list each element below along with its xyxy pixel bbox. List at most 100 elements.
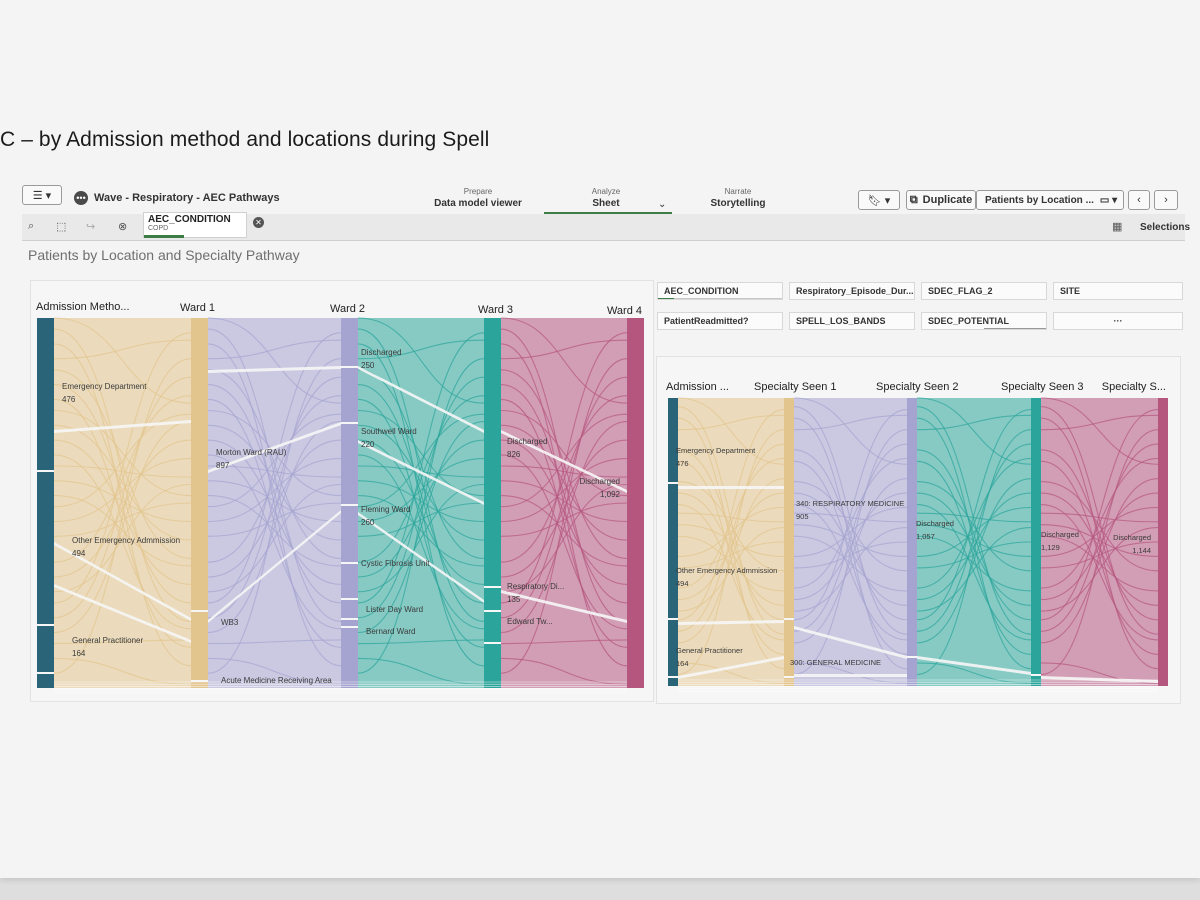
selection-chip[interactable]: AEC_CONDITION COPD ✕ <box>143 212 264 238</box>
flow-link <box>500 480 628 523</box>
flow-link <box>53 339 192 360</box>
node-label: General Practitioner <box>72 636 143 645</box>
tab-analyze-label: Sheet <box>592 198 620 209</box>
filter-episode-duration[interactable]: Respiratory_Episode_Dur... <box>789 282 915 300</box>
flow-link <box>677 492 785 606</box>
menu-button[interactable]: ☰ ▾ <box>22 185 62 205</box>
flow-link <box>207 502 342 537</box>
sheet-select[interactable]: Patients by Location ... ▭ ▾ <box>976 190 1124 210</box>
app-toolbar: ☰ ▾ ••• Wave - Respiratory - AEC Pathway… <box>22 182 1185 216</box>
tab-narrate[interactable]: Narrate Storytelling <box>694 187 782 209</box>
flow-link <box>916 429 1032 676</box>
flow-link <box>357 358 485 674</box>
node-value: 220 <box>361 440 375 449</box>
node-label: Other Emergency Admmission <box>676 566 777 575</box>
node-label: Emergency Department <box>676 446 756 455</box>
flow-link <box>677 417 785 670</box>
filter-aec-condition[interactable]: AEC_CONDITION <box>657 282 783 300</box>
flow-link <box>793 527 908 612</box>
flow-link <box>677 457 785 589</box>
tab-prepare-label: Data model viewer <box>434 198 522 209</box>
bookmark-button[interactable]: 🔖︎ ▾ <box>858 190 900 210</box>
flow-link <box>207 409 342 497</box>
flow-link <box>207 317 342 404</box>
flow-link <box>916 527 1032 612</box>
flow-link <box>53 413 192 508</box>
node-bar <box>1158 398 1168 686</box>
flow-link <box>677 535 785 592</box>
flow-link <box>357 339 485 360</box>
flow-gap <box>678 656 784 679</box>
selection-bar: ⌕ ⬚ ↪ ⊗ AEC_CONDITION COPD ✕ ▦ Selection… <box>22 212 1190 241</box>
filter-readmitted[interactable]: PatientReadmitted? <box>657 312 783 330</box>
node-label: 300: GENERAL MEDICINE <box>790 658 881 667</box>
filter-label: SPELL_LOS_BANDS <box>796 316 886 326</box>
step-back-icon[interactable]: ⬚ <box>56 221 67 233</box>
node-separator <box>341 366 358 368</box>
flow-link <box>207 424 342 541</box>
node-separator <box>341 598 358 600</box>
flow-link <box>916 524 1032 557</box>
selections-button[interactable]: Selections <box>1140 222 1191 233</box>
filter-sdec-flag[interactable]: SDEC_FLAG_2 <box>921 282 1047 300</box>
step-forward-icon[interactable]: ↪ <box>86 221 96 233</box>
flow-link <box>500 358 628 674</box>
chip-value: COPD <box>148 225 169 232</box>
flow-link <box>357 424 485 541</box>
flow-link <box>357 384 485 604</box>
app-options-icon[interactable]: ••• <box>74 191 88 205</box>
flow-link <box>916 535 1032 592</box>
flow-link <box>53 657 192 685</box>
flow-link <box>53 343 192 667</box>
tab-analyze[interactable]: Analyze Sheet <box>562 187 650 209</box>
duplicate-button[interactable]: ⧉ Duplicate <box>906 190 976 210</box>
filter-los-bands[interactable]: SPELL_LOS_BANDS <box>789 312 915 330</box>
flow-gap <box>208 366 341 373</box>
flow-link <box>1040 457 1159 589</box>
flow-link <box>793 414 908 431</box>
prev-sheet-button[interactable]: ‹ <box>1128 190 1150 210</box>
filter-more-button[interactable]: ··· <box>1053 312 1183 330</box>
sankey-specialty-chart[interactable]: Admission ... Specialty Seen 1 Specialty S… <box>656 356 1179 706</box>
chevron-down-icon[interactable]: ⌄ <box>658 199 667 210</box>
bookmark-icon: 🔖︎ ▾ <box>867 194 891 207</box>
flow-link <box>207 480 342 523</box>
flow-link <box>916 406 1032 635</box>
flow-link <box>53 398 192 648</box>
flow-link <box>793 506 908 557</box>
flow-link <box>207 328 342 622</box>
sankey-location-chart[interactable]: Admission Metho... Ward 1 Ward 2 Ward 3 Ward… <box>30 280 652 710</box>
filter-site[interactable]: SITE <box>1053 282 1183 300</box>
hamburger-menu-icon: ☰ ▾ <box>32 189 52 202</box>
flow-link <box>500 376 628 619</box>
flow-link <box>53 409 192 497</box>
node-label: Other Emergency Admmission <box>72 536 180 545</box>
flow-link <box>207 495 342 567</box>
flow-link <box>793 443 908 632</box>
flow-link <box>53 639 192 645</box>
close-icon[interactable]: ✕ <box>253 217 264 228</box>
flow-link <box>207 339 342 360</box>
flow-link <box>357 328 485 622</box>
node-bar <box>1031 398 1041 686</box>
flow-link <box>1040 506 1159 557</box>
flow-gap <box>501 430 627 493</box>
flow-link <box>207 358 342 674</box>
node-separator <box>37 624 54 626</box>
node-separator <box>37 672 54 674</box>
smart-search-icon[interactable]: ⌕ <box>28 220 35 232</box>
flow-link <box>53 483 192 593</box>
filter-sdec-potential[interactable]: SDEC_POTENTIAL <box>921 312 1047 330</box>
node-separator <box>37 470 54 472</box>
flow-link <box>207 657 342 685</box>
flow-gap <box>54 584 191 643</box>
node-bar <box>784 398 794 686</box>
next-sheet-button[interactable]: › <box>1154 190 1178 210</box>
flow-link <box>500 439 628 578</box>
flow-link <box>357 483 485 593</box>
clear-selections-icon[interactable]: ⊗ <box>118 221 128 233</box>
flow-link <box>500 495 628 567</box>
node-separator <box>784 676 794 678</box>
tab-prepare[interactable]: Prepare Data model viewer <box>434 187 522 209</box>
duplicate-icon: ⧉ <box>909 193 918 206</box>
